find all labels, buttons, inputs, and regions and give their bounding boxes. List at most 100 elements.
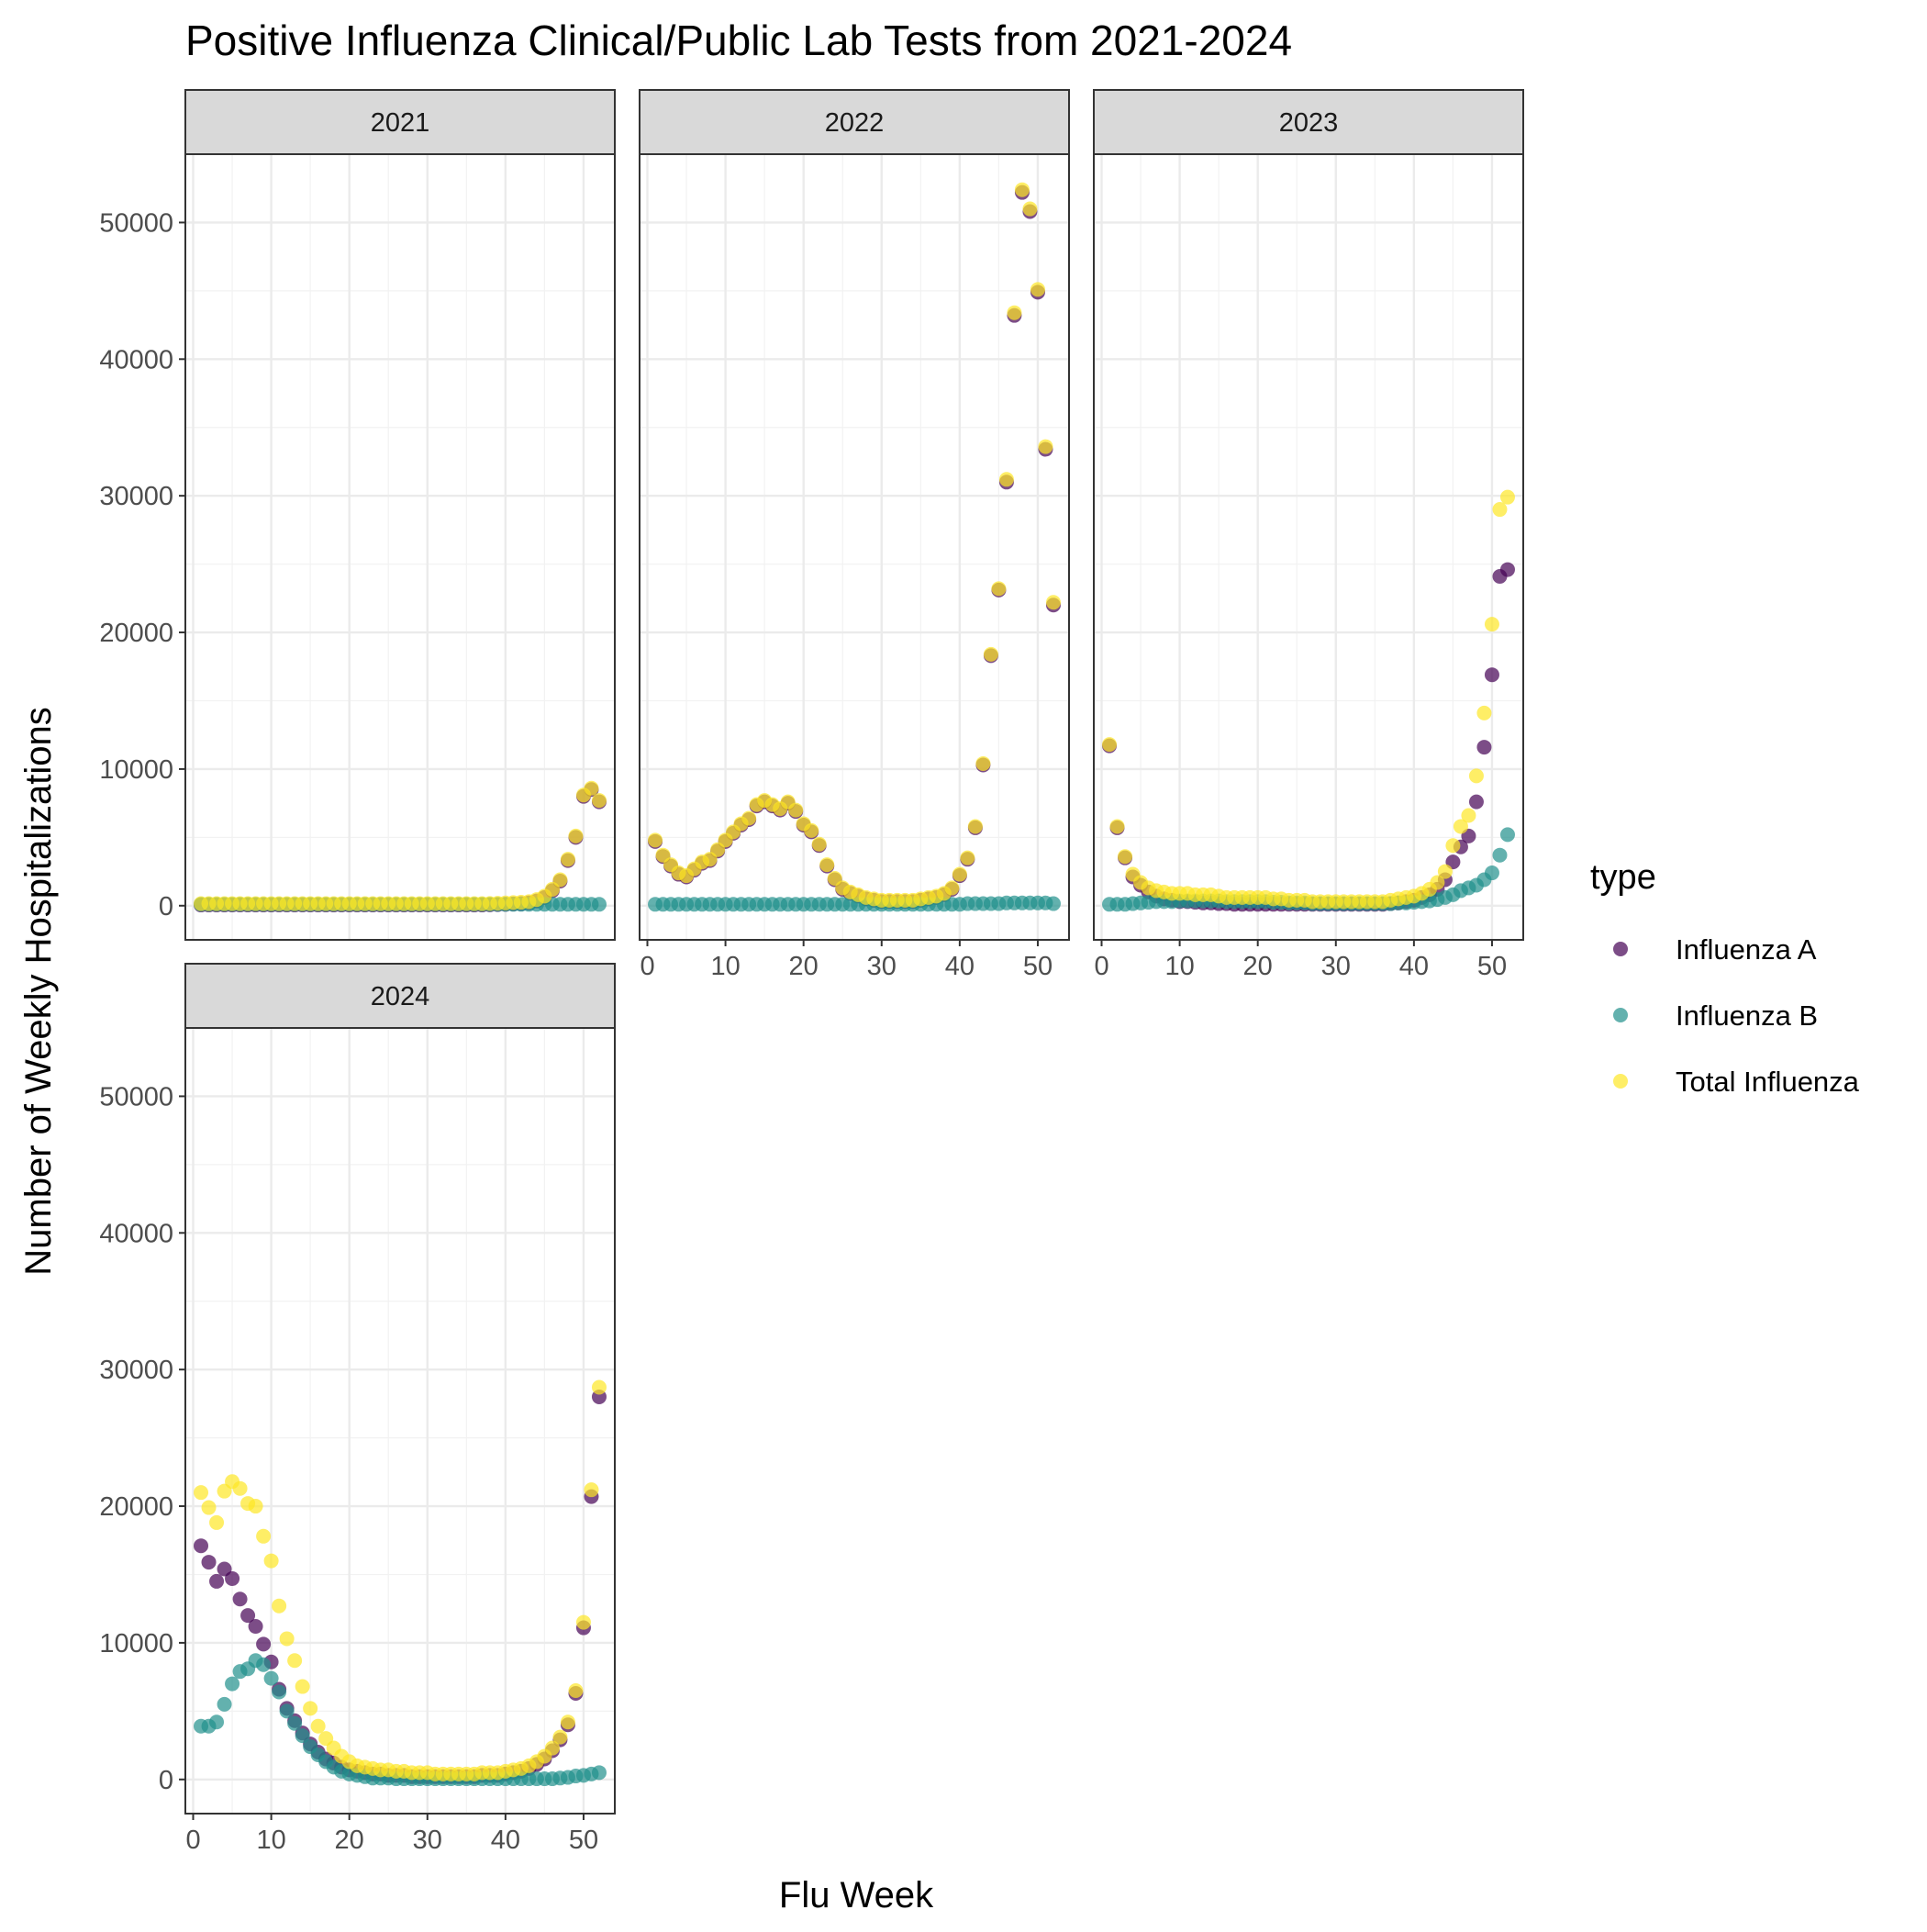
data-point-total-influenza <box>804 822 819 838</box>
data-point-total-influenza <box>1430 875 1445 890</box>
data-point-influenza-b <box>225 1676 240 1692</box>
data-point-influenza-a <box>240 1608 256 1624</box>
data-point-influenza-b <box>1492 847 1508 863</box>
y-tick-label: 30000 <box>99 482 173 511</box>
data-point-total-influenza <box>1038 439 1053 454</box>
x-tick-label: 30 <box>1321 952 1351 981</box>
data-point-total-influenza <box>975 755 991 771</box>
panel-border <box>1093 153 1524 941</box>
data-point-total-influenza <box>552 872 568 888</box>
data-point-total-influenza <box>263 1553 279 1569</box>
data-point-total-influenza <box>1118 849 1133 865</box>
x-tick-label: 40 <box>491 1826 520 1855</box>
data-point-influenza-a <box>194 1538 209 1554</box>
data-point-total-influenza <box>1030 282 1045 297</box>
data-point-total-influenza <box>952 866 967 882</box>
data-point-total-influenza <box>991 581 1007 597</box>
data-point-influenza-b <box>591 897 607 912</box>
x-tick-label: 30 <box>413 1826 442 1855</box>
data-point-total-influenza <box>248 1499 263 1514</box>
x-tick-label: 50 <box>1023 952 1053 981</box>
data-point-total-influenza <box>568 1683 584 1699</box>
strip-label-2024: 2024 <box>371 982 430 1011</box>
y-tick-label: 20000 <box>99 1492 173 1522</box>
data-point-total-influenza <box>811 836 827 852</box>
x-tick-label: 50 <box>569 1826 598 1855</box>
data-point-influenza-b <box>209 1714 225 1730</box>
data-point-total-influenza <box>1492 502 1508 518</box>
strip-label-2021: 2021 <box>371 108 430 138</box>
data-point-influenza-b <box>272 1684 287 1700</box>
data-point-influenza-b <box>1484 865 1499 881</box>
data-point-total-influenza <box>591 1379 607 1395</box>
data-point-total-influenza <box>1461 808 1476 823</box>
data-point-total-influenza <box>983 646 998 662</box>
x-tick-label: 0 <box>640 952 654 981</box>
data-point-total-influenza <box>1022 201 1038 217</box>
plot-background <box>185 154 615 940</box>
data-point-influenza-a <box>248 1619 263 1635</box>
data-point-total-influenza <box>560 852 575 867</box>
x-tick-label: 10 <box>1164 952 1194 981</box>
plot-background <box>185 1028 615 1814</box>
data-point-total-influenza <box>232 1480 248 1496</box>
panel-2022: 2022 0 10 20 30 40 50 <box>639 89 1070 981</box>
x-tick-label: 20 <box>789 952 819 981</box>
data-point-total-influenza <box>1109 819 1125 834</box>
y-tick-label: 0 <box>159 892 173 921</box>
y-tick-label: 0 <box>159 1766 173 1795</box>
data-point-total-influenza <box>1102 737 1118 753</box>
data-point-total-influenza <box>310 1718 326 1734</box>
data-point-total-influenza <box>998 472 1014 487</box>
data-point-influenza-a <box>225 1570 240 1586</box>
data-point-influenza-a <box>1499 562 1515 577</box>
data-point-total-influenza <box>303 1701 318 1716</box>
legend-key-influenza-b <box>1613 1008 1628 1022</box>
data-point-total-influenza <box>552 1729 568 1745</box>
data-point-total-influenza <box>272 1598 287 1614</box>
data-point-total-influenza <box>1468 768 1484 784</box>
data-point-total-influenza <box>788 802 804 818</box>
y-tick-label: 40000 <box>99 345 173 374</box>
data-point-total-influenza <box>1453 819 1468 834</box>
data-point-total-influenza <box>560 1714 575 1730</box>
data-point-total-influenza <box>194 1485 209 1501</box>
data-point-influenza-b <box>591 1765 607 1781</box>
x-tick-label: 40 <box>945 952 975 981</box>
y-tick-label: 20000 <box>99 619 173 648</box>
data-point-influenza-a <box>1484 667 1499 683</box>
data-point-total-influenza <box>1476 705 1492 720</box>
data-point-influenza-a <box>1476 740 1492 755</box>
strip-background <box>184 89 616 155</box>
data-point-total-influenza <box>287 1653 303 1669</box>
panel-2024: 2024 0 10000 20000 30000 40000 50000 0 10 20 30 40 5… <box>99 963 616 1855</box>
data-point-influenza-b <box>287 1715 303 1731</box>
data-point-influenza-a <box>1468 794 1484 810</box>
legend-label: Influenza B <box>1676 1000 1818 1032</box>
data-point-total-influenza <box>1499 489 1515 505</box>
data-point-influenza-b <box>279 1703 295 1719</box>
data-point-influenza-b <box>295 1728 310 1744</box>
panel-border <box>639 153 1070 941</box>
x-axis-title: Flu Week <box>779 1875 934 1915</box>
panel-2023: 2023 0 10 20 30 40 50 <box>1093 89 1524 981</box>
data-point-total-influenza <box>819 857 835 873</box>
data-point-total-influenza <box>1007 305 1022 320</box>
strip-background <box>184 963 616 1029</box>
panel-border <box>184 1027 616 1815</box>
data-point-total-influenza <box>295 1679 310 1694</box>
data-point-total-influenza <box>741 810 757 826</box>
data-point-total-influenza <box>1445 838 1461 854</box>
x-tick-label: 0 <box>1094 952 1108 981</box>
data-point-influenza-b <box>256 1657 272 1672</box>
legend-label: Total Influenza <box>1676 1066 1860 1098</box>
x-tick-label: 10 <box>256 1826 285 1855</box>
legend-key-total-influenza <box>1613 1074 1628 1089</box>
legend-label: Influenza A <box>1676 933 1817 966</box>
data-point-total-influenza <box>209 1514 225 1530</box>
data-point-total-influenza <box>256 1528 272 1544</box>
data-point-total-influenza <box>279 1631 295 1647</box>
data-point-influenza-a <box>201 1555 217 1570</box>
y-tick-label: 10000 <box>99 755 173 785</box>
